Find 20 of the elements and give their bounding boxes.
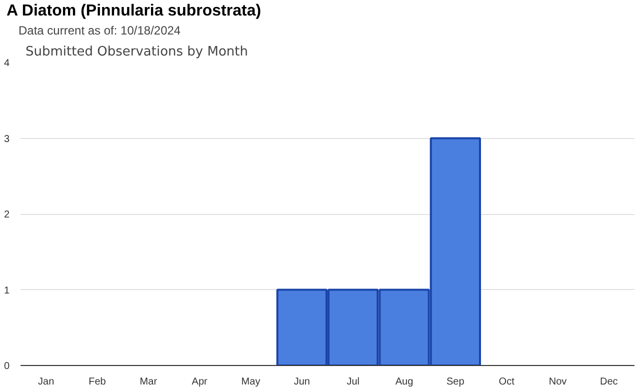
x-tick-label: Mar (140, 376, 158, 388)
chart-title: A Diatom (Pinnularia subrostrata) (6, 2, 262, 20)
x-tick-label: Jun (294, 376, 310, 388)
x-tick-label: Oct (498, 376, 515, 388)
chart-subtitle: Data current as of: 10/18/2024 (18, 24, 181, 38)
x-tick-label: Nov (548, 376, 567, 388)
x-tick-label: Feb (88, 376, 106, 388)
x-tick-label: Jul (346, 376, 360, 388)
y-tick-label: 2 (4, 210, 10, 220)
text: Submitted Observations by Month (26, 44, 248, 60)
y-tick-label: 0 (4, 361, 10, 372)
y-tick-label: 4 (4, 58, 10, 69)
x-tick-label: May (241, 376, 260, 388)
y-tick-label: 3 (4, 134, 10, 145)
x-tick-label: Aug (395, 376, 414, 388)
x-tick-label: Sep (446, 376, 465, 388)
x-tick-label: Dec (600, 376, 618, 388)
x-tick-label: Jan (38, 376, 54, 388)
x-tick-label: Apr (192, 376, 208, 388)
y-tick-label: 1 (4, 285, 10, 296)
